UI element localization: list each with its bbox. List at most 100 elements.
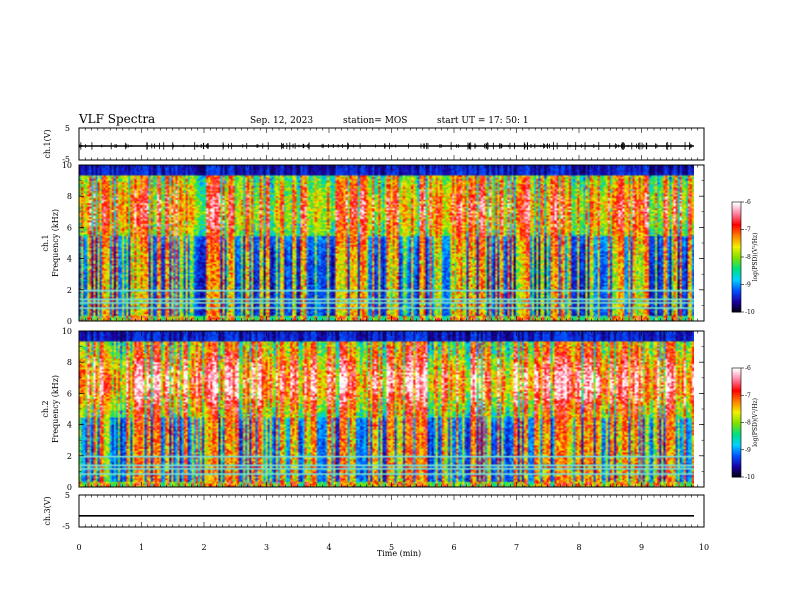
x-tick-label-7: 7: [514, 543, 519, 552]
figure-title: VLF Spectra: [78, 112, 155, 126]
y-tick-label-2: 2: [67, 286, 72, 295]
colorbar-swatch: [732, 437, 741, 440]
y-tick-label-10: 10: [62, 161, 72, 170]
colorbar-swatch: [732, 427, 741, 431]
colorbar-swatch: [732, 251, 741, 254]
colorbar-swatch: [732, 293, 741, 296]
x-tick-label-6: 6: [451, 543, 456, 552]
colorbar-swatch: [732, 369, 741, 373]
x-tick-label-2: 2: [201, 543, 206, 552]
colorbar-swatch: [732, 301, 741, 304]
colorbar-swatch: [732, 213, 741, 216]
colorbar-swatch: [732, 442, 741, 445]
ch1-waveform-panel: 5 -5 ch.1(V): [43, 124, 705, 164]
ch1-waveform-trace: [78, 142, 694, 150]
colorbar-swatch: [732, 216, 741, 219]
colorbar-swatch: [732, 469, 741, 473]
colorbar-swatch: [732, 235, 741, 238]
colorbar-swatch: [732, 464, 741, 467]
colorbar-tick-label--7: -7: [745, 227, 751, 234]
colorbar-tick-label--8: -8: [745, 254, 751, 261]
colorbar-swatch: [732, 247, 741, 251]
y-tick-label-10: 10: [62, 327, 72, 336]
colorbar-swatch: [732, 229, 741, 232]
colorbar-swatch: [732, 205, 741, 208]
colorbar-tick-label--7: -7: [745, 392, 751, 399]
colorbar-swatch: [732, 438, 741, 442]
colorbar-swatch: [732, 455, 741, 458]
colorbar-swatch: [732, 249, 741, 252]
ch2-spectrogram-image: [79, 331, 694, 487]
ch1-ytick-top: 5: [65, 124, 70, 133]
colorbar-swatch: [732, 409, 741, 413]
ch2-spectrogram-yticks: 0 2 4 6 8 10: [62, 327, 704, 492]
ch1-spectrogram-ylabel-ch: ch.1: [41, 234, 50, 251]
colorbar-swatch: [732, 299, 741, 302]
colorbar-tick-label--6: -6: [745, 365, 751, 372]
colorbar-swatch: [732, 236, 741, 240]
y-tick-label-6: 6: [67, 389, 72, 398]
colorbar-swatch: [732, 297, 741, 300]
date-label: Sep. 12, 2023: [250, 116, 313, 126]
ch1-waveform-frame: [78, 127, 705, 161]
colorbar-swatch: [732, 411, 741, 414]
colorbar-tick-label--6: -6: [745, 199, 751, 206]
ch1-spectrogram-ylabel-freq: Frequency (kHz): [51, 209, 60, 277]
colorbar-swatch: [732, 406, 741, 409]
colorbar-swatch: [732, 395, 741, 398]
ch3-ytick-top: 5: [65, 491, 70, 500]
x-tick-label-10: 10: [699, 543, 709, 552]
colorbar-swatch: [732, 275, 741, 278]
colorbar-swatch: [732, 378, 741, 382]
ch1-waveform-ylabel: ch.1(V): [43, 129, 52, 158]
colorbar-swatch: [732, 264, 741, 267]
x-tick-label-0: 0: [76, 543, 81, 552]
y-tick-label-4: 4: [67, 255, 72, 264]
colorbar-swatch: [732, 284, 741, 287]
colorbar-swatch: [732, 424, 741, 427]
colorbar-swatch: [732, 258, 741, 262]
ch2-colorbar: -6 -7 -8 -9 -10 log(PSD)(V²/Hz): [731, 365, 759, 481]
colorbar-swatch: [732, 306, 741, 309]
y-tick-label-4: 4: [67, 421, 72, 430]
colorbar-swatch: [732, 253, 741, 256]
x-tick-label-5: 5: [389, 543, 394, 552]
y-tick-label-8: 8: [67, 192, 72, 201]
colorbar-swatch: [732, 413, 741, 416]
colorbar-swatch: [732, 240, 741, 243]
y-tick-label-6: 6: [67, 223, 72, 232]
colorbar-swatch: [732, 404, 741, 407]
colorbar-swatch: [732, 310, 741, 313]
colorbar-swatch: [732, 242, 741, 245]
colorbar-swatch: [732, 418, 741, 422]
colorbar-swatch: [732, 269, 741, 273]
colorbar-swatch: [732, 231, 741, 234]
colorbar-swatch: [732, 393, 741, 396]
colorbar-swatch: [732, 449, 741, 453]
colorbar-swatch: [732, 262, 741, 265]
colorbar-swatch: [732, 457, 741, 460]
colorbar-swatch: [732, 407, 741, 411]
colorbar-swatch: [732, 260, 741, 263]
ch3-ytick-bottom: -5: [62, 522, 70, 531]
colorbar-swatch: [732, 447, 741, 451]
colorbar-swatch: [732, 220, 741, 223]
colorbar-swatch: [732, 257, 741, 260]
x-tick-label-9: 9: [639, 543, 644, 552]
colorbar-swatch: [732, 402, 741, 405]
colorbar-swatch: [732, 308, 741, 311]
x-tick-label-8: 8: [576, 543, 581, 552]
colorbar-swatch: [732, 446, 741, 449]
colorbar-swatch: [732, 422, 741, 425]
colorbar-swatch: [732, 460, 741, 463]
colorbar-swatch: [732, 462, 741, 465]
colorbar-swatch: [732, 207, 741, 210]
station-label: station= MOS: [343, 116, 407, 126]
colorbar-tick-label--9: -9: [745, 282, 751, 289]
colorbar-swatch: [732, 244, 741, 247]
colorbar-swatch: [732, 211, 741, 214]
colorbar-swatch: [732, 453, 741, 456]
colorbar-swatch: [732, 386, 741, 389]
colorbar-swatch: [732, 471, 741, 474]
